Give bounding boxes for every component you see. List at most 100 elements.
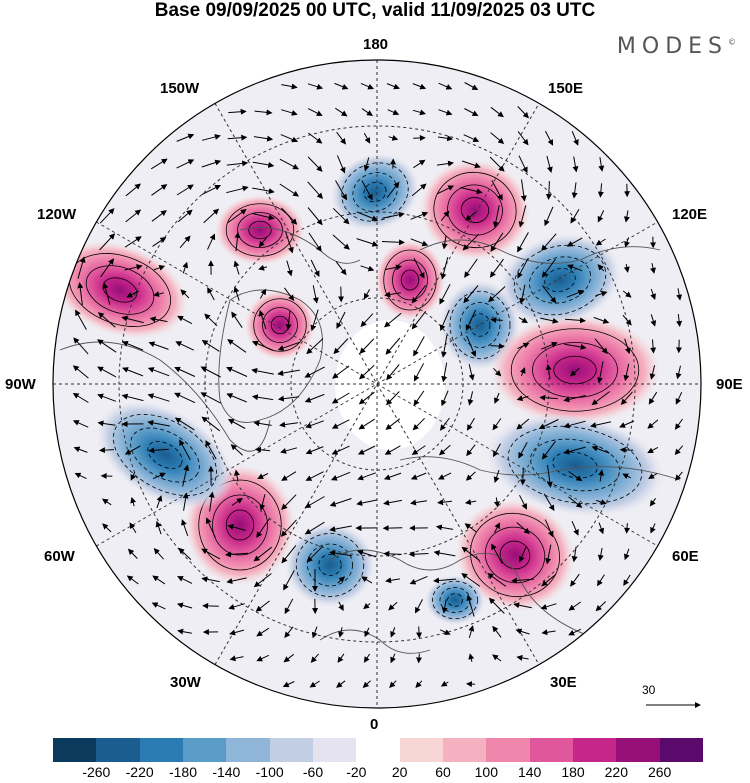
colorbar-tick: -60 [302, 764, 324, 780]
wind-arrow [491, 180, 503, 201]
wind-arrow [464, 258, 478, 278]
wind-arrow [597, 183, 604, 198]
wind-arrow [490, 232, 504, 253]
wind-arrow [438, 444, 451, 456]
wind-arrow [331, 392, 350, 404]
wind-arrow [571, 520, 579, 536]
wind-arrow [515, 628, 530, 635]
wind-arrow [200, 392, 221, 404]
wind-arrow [130, 471, 137, 481]
colorbar-tick: -260 [82, 764, 111, 780]
wind-arrow [279, 183, 300, 197]
wind-arrow [649, 365, 656, 380]
wind-arrow [593, 316, 610, 324]
wind-arrow [465, 211, 477, 221]
north-atlantic-low-contour [307, 543, 353, 587]
wind-arrow [304, 366, 325, 378]
wind-arrow [227, 524, 246, 531]
north-atlantic-low-anomaly [285, 523, 375, 607]
wind-arrow [336, 131, 347, 145]
wind-arrow [466, 335, 477, 358]
wind-arrow [204, 313, 218, 327]
wind-arrow [335, 261, 347, 276]
wind-arrow [102, 523, 112, 533]
wind-arrow [517, 232, 529, 253]
wind-arrow [519, 367, 526, 377]
wind-arrow [440, 257, 449, 280]
wind-arrow [306, 338, 324, 355]
wind-arrow [619, 420, 635, 428]
wind-arrow [598, 157, 605, 172]
arctic-high-contour [383, 249, 437, 311]
wind-arrow [231, 497, 243, 506]
wind-arrow [176, 602, 193, 609]
wind-arrow [595, 238, 606, 246]
wind-arrow [541, 341, 558, 350]
wind-arrow [152, 575, 166, 585]
wind-arrow [307, 156, 323, 172]
wind-arrow [461, 573, 481, 587]
wind-arrow [99, 447, 115, 454]
wind-arrow [545, 363, 552, 380]
wind-arrow [149, 316, 168, 323]
wind-arrow [307, 207, 323, 226]
wind-arrow [386, 181, 400, 198]
wind-arrow [385, 577, 400, 584]
wind-arrow [361, 180, 373, 201]
wind-arrow [647, 419, 659, 429]
wind-arrow [597, 547, 604, 561]
wind-arrow [234, 231, 241, 252]
colorbar-tick: -140 [212, 764, 241, 780]
wind-arrow [329, 498, 352, 507]
wind-arrow [122, 367, 144, 377]
wind-arrow [227, 208, 247, 223]
wind-arrow [438, 472, 452, 480]
wind-arrow [356, 549, 377, 558]
wind-arrow [338, 627, 344, 638]
mediterranean-low-contour [447, 593, 463, 607]
wind-arrow [595, 601, 607, 612]
wind-arrow [491, 543, 503, 564]
wind-arrow [487, 573, 507, 587]
colorbar-tick: 260 [647, 764, 672, 780]
wind-arrow [413, 390, 425, 406]
wind-arrow [305, 446, 324, 455]
wind-arrow [538, 419, 559, 430]
lon-label-30e: 30E [550, 674, 577, 691]
wind-arrow [518, 155, 528, 174]
colorbar-tick: -180 [168, 764, 198, 780]
wind-arrow [674, 445, 684, 456]
wind-arrow [121, 315, 144, 324]
wind-arrow [624, 237, 630, 248]
wind-arrow [181, 519, 189, 537]
wind-arrow [412, 109, 426, 116]
wind-arrow [253, 573, 272, 588]
wind-arrow [200, 366, 221, 378]
wind-arrow [335, 180, 348, 201]
wind-arrow [440, 417, 450, 431]
wind-arrow [124, 236, 142, 248]
wind-arrow [650, 263, 656, 274]
wind-arrow [279, 158, 299, 170]
wind-arrow [150, 158, 168, 170]
wind-arrow [439, 309, 450, 332]
wind-arrow [541, 233, 557, 252]
baffin-high-contour [237, 212, 283, 248]
wind-arrow [597, 210, 605, 223]
wind-arrow [337, 653, 345, 663]
wind-arrow [511, 577, 535, 584]
wind-arrow [390, 653, 396, 664]
wind-arrow [513, 602, 532, 609]
wind-arrow [541, 629, 556, 636]
east-siberia-high-anomaly [420, 159, 530, 261]
wind-arrow [386, 364, 400, 381]
wind-arrow [650, 339, 657, 354]
wind-arrow [410, 211, 429, 220]
wind-arrow [411, 310, 427, 330]
lon-label-150w: 150W [160, 80, 200, 97]
wind-arrow [435, 524, 454, 531]
wind-arrow [493, 469, 500, 483]
bering-low-contour [341, 162, 409, 222]
wind-arrow [518, 205, 527, 228]
